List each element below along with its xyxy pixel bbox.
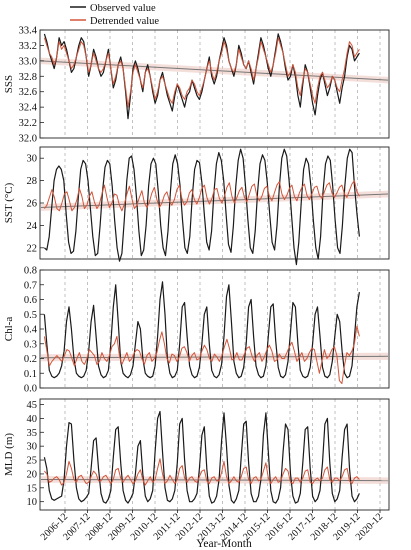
series-observed-line	[43, 410, 360, 504]
y-axis-label: SSS	[3, 75, 15, 93]
y-tick-label: 0.5	[24, 310, 37, 321]
y-tick-label: 24	[27, 221, 38, 232]
trend-line	[40, 60, 389, 81]
series-observed-line	[43, 148, 360, 266]
y-tick-label: 33.0	[19, 56, 37, 67]
series-detrended-line	[43, 180, 360, 212]
panels: 32.032.232.432.632.833.033.233.4SSS22242…	[3, 26, 390, 511]
panel-frame	[39, 29, 390, 139]
y-axis-label: Chl-a	[3, 317, 15, 342]
y-tick-label: 32.4	[19, 103, 38, 114]
y-tick-label: 0.2	[24, 354, 37, 365]
legend-detrended-label: Detrended value	[90, 16, 159, 27]
series-detrended-line	[43, 325, 360, 385]
trend-line	[40, 355, 389, 359]
y-tick-label: 0.0	[24, 384, 37, 395]
panel-1: 22 24 26 28 30 SST (°C)	[3, 146, 390, 266]
y-tick-label: 0.6	[24, 295, 37, 306]
y-tick-label: 32.0	[19, 134, 37, 145]
legend: Observed value Detrended value	[70, 3, 159, 27]
y-tick-label: 0.1	[24, 369, 37, 380]
y-tick-label: 40	[27, 414, 38, 425]
panel-0: 32.0 32.2 32.4 32.6 32.8 33.0 33.2 33.4 SSS	[3, 26, 390, 145]
y-tick-label: 45	[27, 400, 38, 411]
y-tick-label: 0.4	[24, 325, 38, 336]
y-tick-label: 32.8	[19, 72, 37, 83]
y-tick-label: 30	[27, 442, 38, 453]
legend-observed-label: Observed value	[90, 3, 156, 14]
series-detrended-line	[44, 458, 360, 486]
series-observed-line	[43, 281, 360, 379]
y-tick-label: 10	[27, 497, 38, 508]
series-observed-line	[43, 33, 360, 120]
y-tick-label: 22	[27, 243, 38, 254]
y-tick-label: 0.3	[24, 339, 37, 350]
y-tick-label: 33.4	[19, 26, 38, 37]
panel-2: 0.0 0.1 0.2 0.3 0.4 0.5 0.6 0.7 0.8 Chl-a	[3, 266, 390, 395]
x-axis-label: Year-Month	[196, 538, 252, 550]
panel-3: 10 15 20 25 30 35 40 45 MLD (m)	[3, 398, 390, 511]
y-tick-label: 30	[27, 154, 38, 165]
y-tick-label: 25	[27, 456, 38, 467]
y-tick-label: 35	[27, 428, 38, 439]
y-tick-label: 32.6	[19, 87, 37, 98]
y-tick-label: 0.7	[24, 280, 37, 291]
y-tick-label: 15	[27, 483, 38, 494]
panel-frame	[39, 398, 390, 511]
y-axis-label: SST (°C)	[3, 182, 15, 223]
y-axis-label: MLD (m)	[3, 433, 15, 476]
y-tick-label: 33.2	[19, 41, 37, 52]
panel-frame	[39, 269, 390, 389]
y-tick-label: 0.8	[24, 266, 37, 277]
y-tick-label: 26	[27, 199, 38, 210]
y-tick-label: 28	[27, 176, 38, 187]
y-tick-label: 20	[27, 469, 38, 480]
series-detrended-line	[43, 37, 360, 108]
y-tick-label: 32.2	[19, 118, 37, 129]
